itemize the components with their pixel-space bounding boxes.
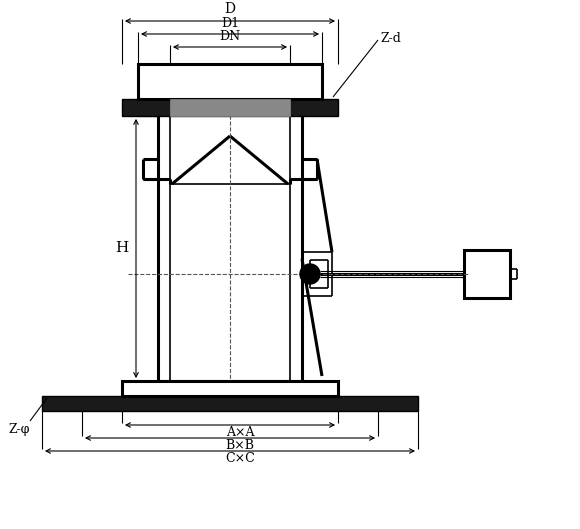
Text: H: H xyxy=(115,242,128,256)
Bar xyxy=(42,396,418,411)
Text: Z-d: Z-d xyxy=(380,32,401,45)
Text: Z-φ: Z-φ xyxy=(9,423,30,436)
Text: DN: DN xyxy=(219,30,241,43)
Bar xyxy=(138,64,322,99)
Text: A×A: A×A xyxy=(226,426,254,439)
Circle shape xyxy=(300,264,320,284)
Bar xyxy=(170,99,290,116)
Text: C×C: C×C xyxy=(225,452,255,465)
Bar xyxy=(464,250,510,298)
Bar xyxy=(122,99,338,116)
Text: B×B: B×B xyxy=(226,439,255,452)
Text: D: D xyxy=(224,2,235,16)
Text: D1: D1 xyxy=(221,17,239,30)
Bar xyxy=(122,381,338,396)
